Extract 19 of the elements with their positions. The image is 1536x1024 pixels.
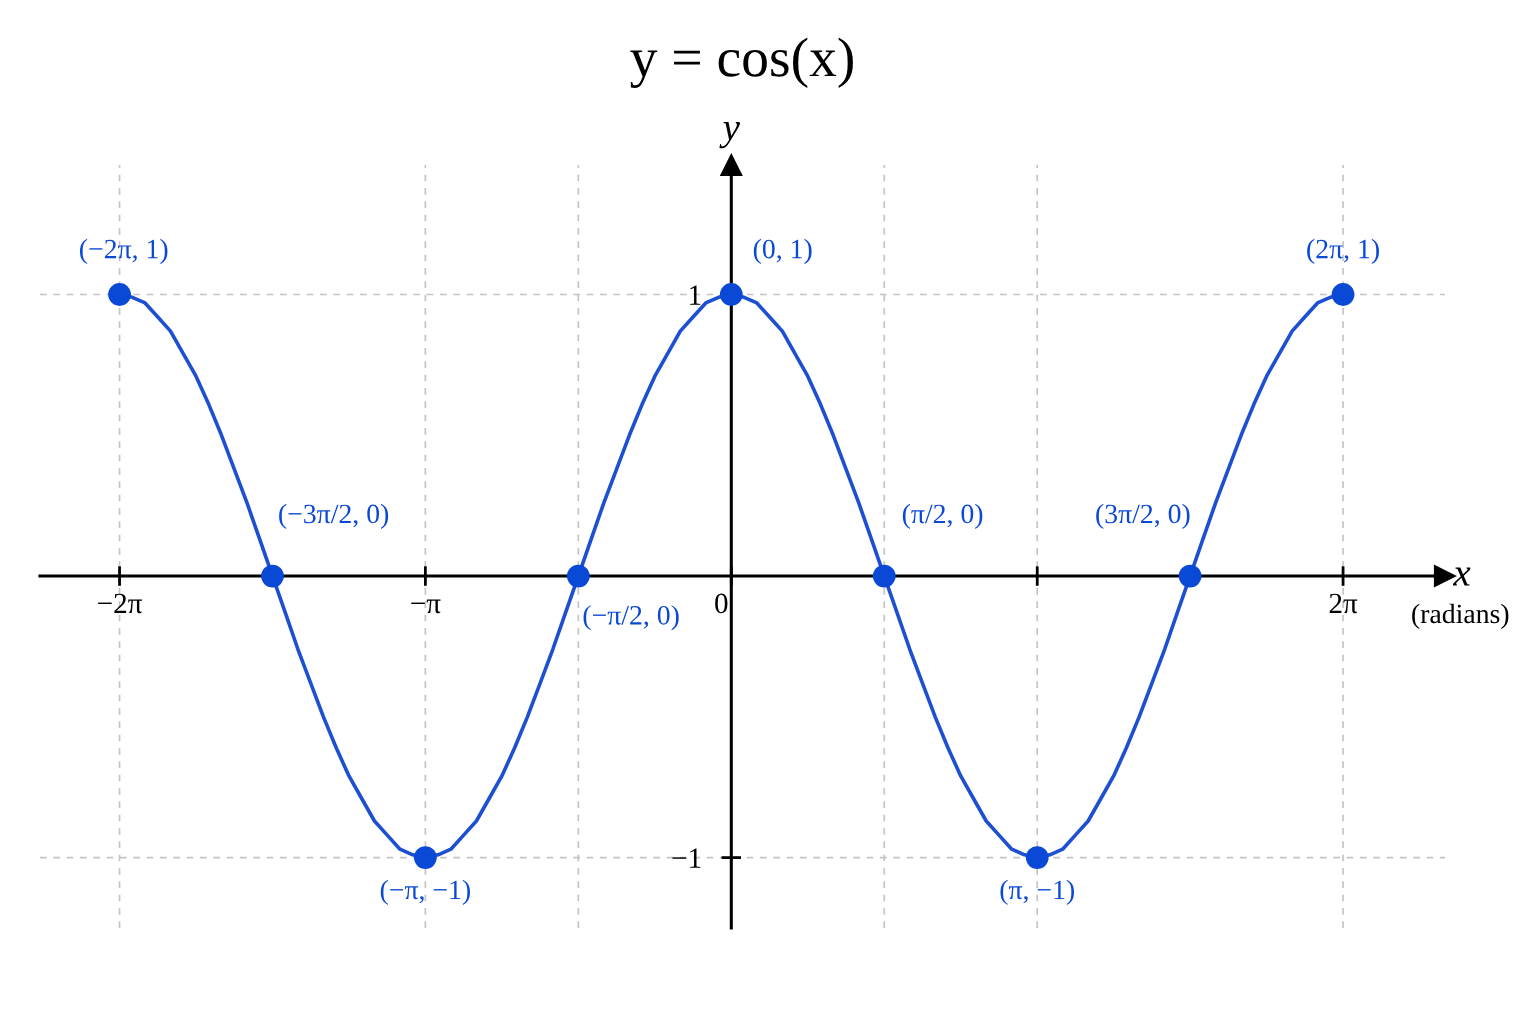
x-axis-title: x	[1452, 567, 1471, 586]
x-tick-label: −π	[411, 599, 441, 614]
annotation: (−2π, 1)	[80, 238, 168, 265]
x-tick-label: −2π	[98, 593, 142, 614]
y-tick-label: 1	[690, 285, 701, 305]
annotation: (0, 1)	[753, 238, 812, 265]
annotation: (−π, −1)	[380, 879, 470, 905]
annotation: (radians)	[1412, 603, 1509, 629]
annotation: (π/2, 0)	[902, 503, 983, 529]
annotation: (2π, 1)	[1307, 238, 1379, 265]
annotation: (π, −1)	[1000, 879, 1074, 905]
y-axis-title: y	[719, 122, 740, 149]
annotation: (3π/2, 0)	[1096, 503, 1190, 529]
x-tick-label: 0	[715, 593, 728, 614]
chart-title: y = cos(x)	[630, 37, 853, 89]
x-tick-label: 2π	[1329, 593, 1358, 614]
annotation: (−π/2, 0)	[583, 605, 679, 631]
annotation: (−3π/2, 0)	[279, 503, 389, 529]
y-tick-label: −1	[672, 848, 701, 868]
